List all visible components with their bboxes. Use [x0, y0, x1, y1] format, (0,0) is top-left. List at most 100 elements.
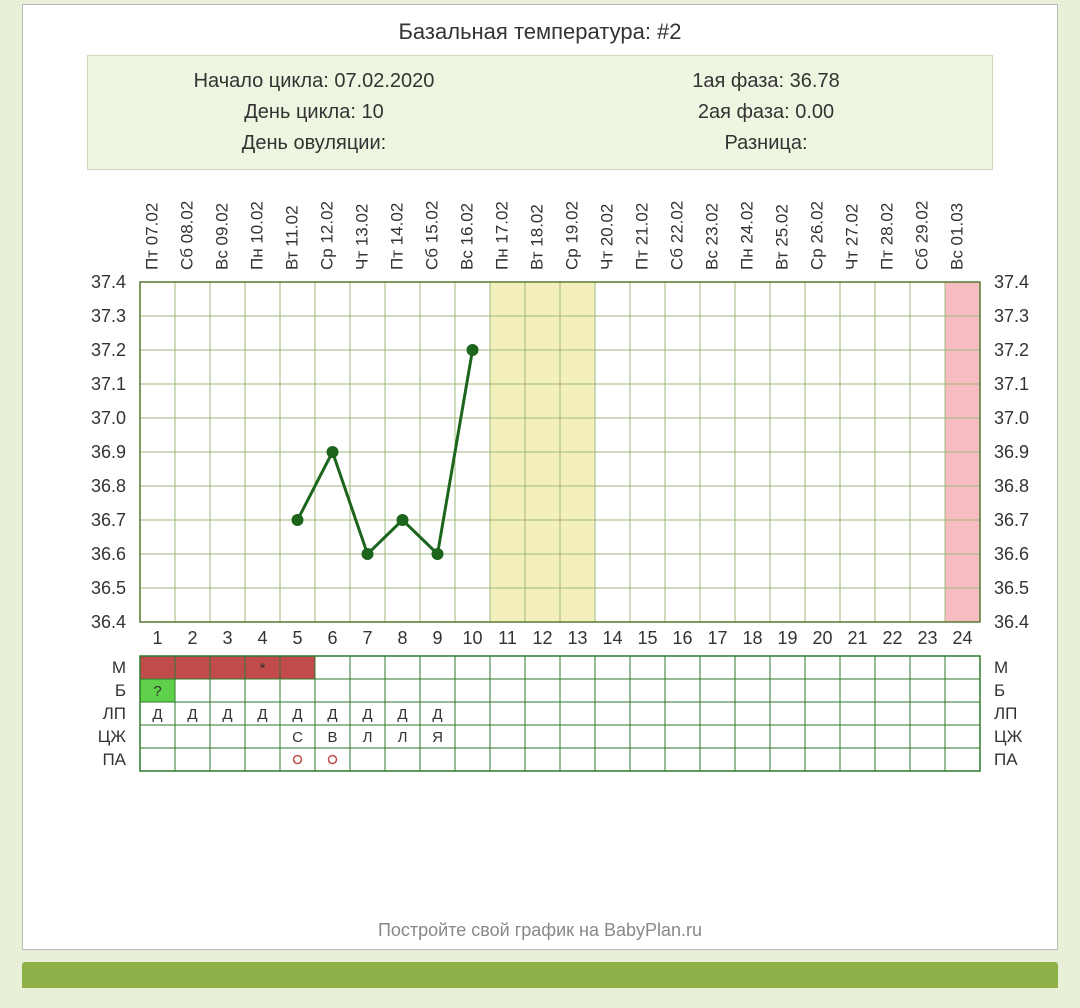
svg-text:Пн 10.02: Пн 10.02 [248, 201, 267, 270]
svg-text:Вс 01.03: Вс 01.03 [948, 203, 967, 270]
svg-text:Пт 14.02: Пт 14.02 [388, 203, 407, 270]
svg-text:13: 13 [567, 628, 587, 648]
svg-text:Вт 11.02: Вт 11.02 [283, 205, 302, 270]
svg-text:37.0: 37.0 [91, 408, 126, 428]
svg-text:Л: Л [363, 729, 373, 746]
svg-text:Ср 26.02: Ср 26.02 [808, 201, 827, 270]
cycle-start: Начало цикла: 07.02.2020 [88, 66, 540, 97]
svg-text:Сб 22.02: Сб 22.02 [668, 201, 687, 270]
svg-text:36.4: 36.4 [91, 612, 126, 632]
svg-text:36.6: 36.6 [994, 544, 1029, 564]
svg-text:М: М [994, 658, 1008, 677]
svg-text:ПА: ПА [102, 750, 126, 769]
svg-text:Чт 13.02: Чт 13.02 [353, 204, 372, 270]
svg-text:6: 6 [327, 628, 337, 648]
svg-text:Д: Д [152, 706, 162, 723]
svg-text:9: 9 [432, 628, 442, 648]
svg-text:Вс 16.02: Вс 16.02 [458, 203, 477, 270]
svg-text:7: 7 [362, 628, 372, 648]
bbt-chart: 37.437.437.337.337.237.237.137.137.037.0… [40, 182, 1040, 912]
svg-text:36.7: 36.7 [994, 510, 1029, 530]
svg-text:ЦЖ: ЦЖ [994, 727, 1023, 746]
svg-text:19: 19 [777, 628, 797, 648]
chart-title: Базальная температура: #2 [37, 19, 1043, 45]
svg-text:1: 1 [152, 628, 162, 648]
svg-text:Вс 23.02: Вс 23.02 [703, 203, 722, 270]
svg-text:5: 5 [292, 628, 302, 648]
svg-text:20: 20 [812, 628, 832, 648]
svg-text:Пт 07.02: Пт 07.02 [143, 203, 162, 270]
svg-text:Сб 29.02: Сб 29.02 [913, 201, 932, 270]
svg-text:Д: Д [397, 706, 407, 723]
svg-text:Пн 17.02: Пн 17.02 [493, 201, 512, 270]
svg-text:37.0: 37.0 [994, 408, 1029, 428]
svg-text:12: 12 [532, 628, 552, 648]
info-col-left: Начало цикла: 07.02.2020 День цикла: 10 … [88, 66, 540, 159]
svg-text:14: 14 [602, 628, 622, 648]
svg-text:ЛП: ЛП [103, 704, 126, 723]
svg-text:Сб 15.02: Сб 15.02 [423, 201, 442, 270]
svg-text:Пт 21.02: Пт 21.02 [633, 203, 652, 270]
svg-text:36.4: 36.4 [994, 612, 1029, 632]
svg-text:3: 3 [222, 628, 232, 648]
phase2: 2ая фаза: 0.00 [540, 97, 992, 128]
svg-text:37.3: 37.3 [91, 306, 126, 326]
svg-text:ЛП: ЛП [994, 704, 1017, 723]
bottom-green-bar [22, 962, 1058, 988]
svg-text:Вс 09.02: Вс 09.02 [213, 203, 232, 270]
svg-text:Вт 25.02: Вт 25.02 [773, 204, 792, 270]
svg-text:11: 11 [498, 628, 517, 648]
svg-text:М: М [112, 658, 126, 677]
svg-text:36.9: 36.9 [994, 442, 1029, 462]
svg-text:37.1: 37.1 [994, 374, 1029, 394]
svg-text:Пт 28.02: Пт 28.02 [878, 203, 897, 270]
svg-text:Б: Б [115, 681, 126, 700]
svg-text:36.6: 36.6 [91, 544, 126, 564]
phase1: 1ая фаза: 36.78 [540, 66, 992, 97]
svg-text:Б: Б [994, 681, 1005, 700]
svg-text:Вт 18.02: Вт 18.02 [528, 204, 547, 270]
info-panel: Начало цикла: 07.02.2020 День цикла: 10 … [87, 55, 993, 170]
info-col-right: 1ая фаза: 36.78 2ая фаза: 0.00 Разница: [540, 66, 992, 159]
svg-text:Д: Д [362, 706, 372, 723]
svg-text:37.2: 37.2 [91, 340, 126, 360]
svg-text:36.5: 36.5 [994, 578, 1029, 598]
svg-text:36.8: 36.8 [91, 476, 126, 496]
svg-text:10: 10 [462, 628, 482, 648]
svg-text:Я: Я [432, 729, 443, 746]
svg-text:37.3: 37.3 [994, 306, 1029, 326]
svg-text:36.8: 36.8 [994, 476, 1029, 496]
svg-text:22: 22 [882, 628, 902, 648]
diff: Разница: [540, 128, 992, 159]
svg-text:Сб 08.02: Сб 08.02 [178, 201, 197, 270]
svg-text:Д: Д [187, 706, 197, 723]
svg-text:15: 15 [637, 628, 657, 648]
ovulation-day: День овуляции: [88, 128, 540, 159]
svg-text:Л: Л [398, 729, 408, 746]
svg-text:37.4: 37.4 [994, 272, 1029, 292]
svg-text:Д: Д [222, 706, 232, 723]
svg-text:Чт 27.02: Чт 27.02 [843, 204, 862, 270]
svg-text:Д: Д [327, 706, 337, 723]
svg-text:17: 17 [707, 628, 727, 648]
svg-text:36.5: 36.5 [91, 578, 126, 598]
svg-text:36.7: 36.7 [91, 510, 126, 530]
svg-text:Чт 20.02: Чт 20.02 [598, 204, 617, 270]
cycle-day: День цикла: 10 [88, 97, 540, 128]
svg-text:Д: Д [257, 706, 267, 723]
svg-text:24: 24 [952, 628, 972, 648]
svg-text:37.1: 37.1 [91, 374, 126, 394]
svg-text:2: 2 [187, 628, 197, 648]
svg-text:37.4: 37.4 [91, 272, 126, 292]
svg-text:Ср 19.02: Ср 19.02 [563, 201, 582, 270]
svg-text:Ср 12.02: Ср 12.02 [318, 201, 337, 270]
svg-text:23: 23 [917, 628, 937, 648]
svg-text:4: 4 [257, 628, 267, 648]
svg-text:16: 16 [672, 628, 692, 648]
svg-text:18: 18 [742, 628, 762, 648]
svg-text:С: С [292, 729, 303, 746]
svg-text:36.9: 36.9 [91, 442, 126, 462]
svg-text:В: В [327, 729, 337, 746]
svg-text:?: ? [153, 683, 161, 700]
svg-text:Д: Д [292, 706, 302, 723]
